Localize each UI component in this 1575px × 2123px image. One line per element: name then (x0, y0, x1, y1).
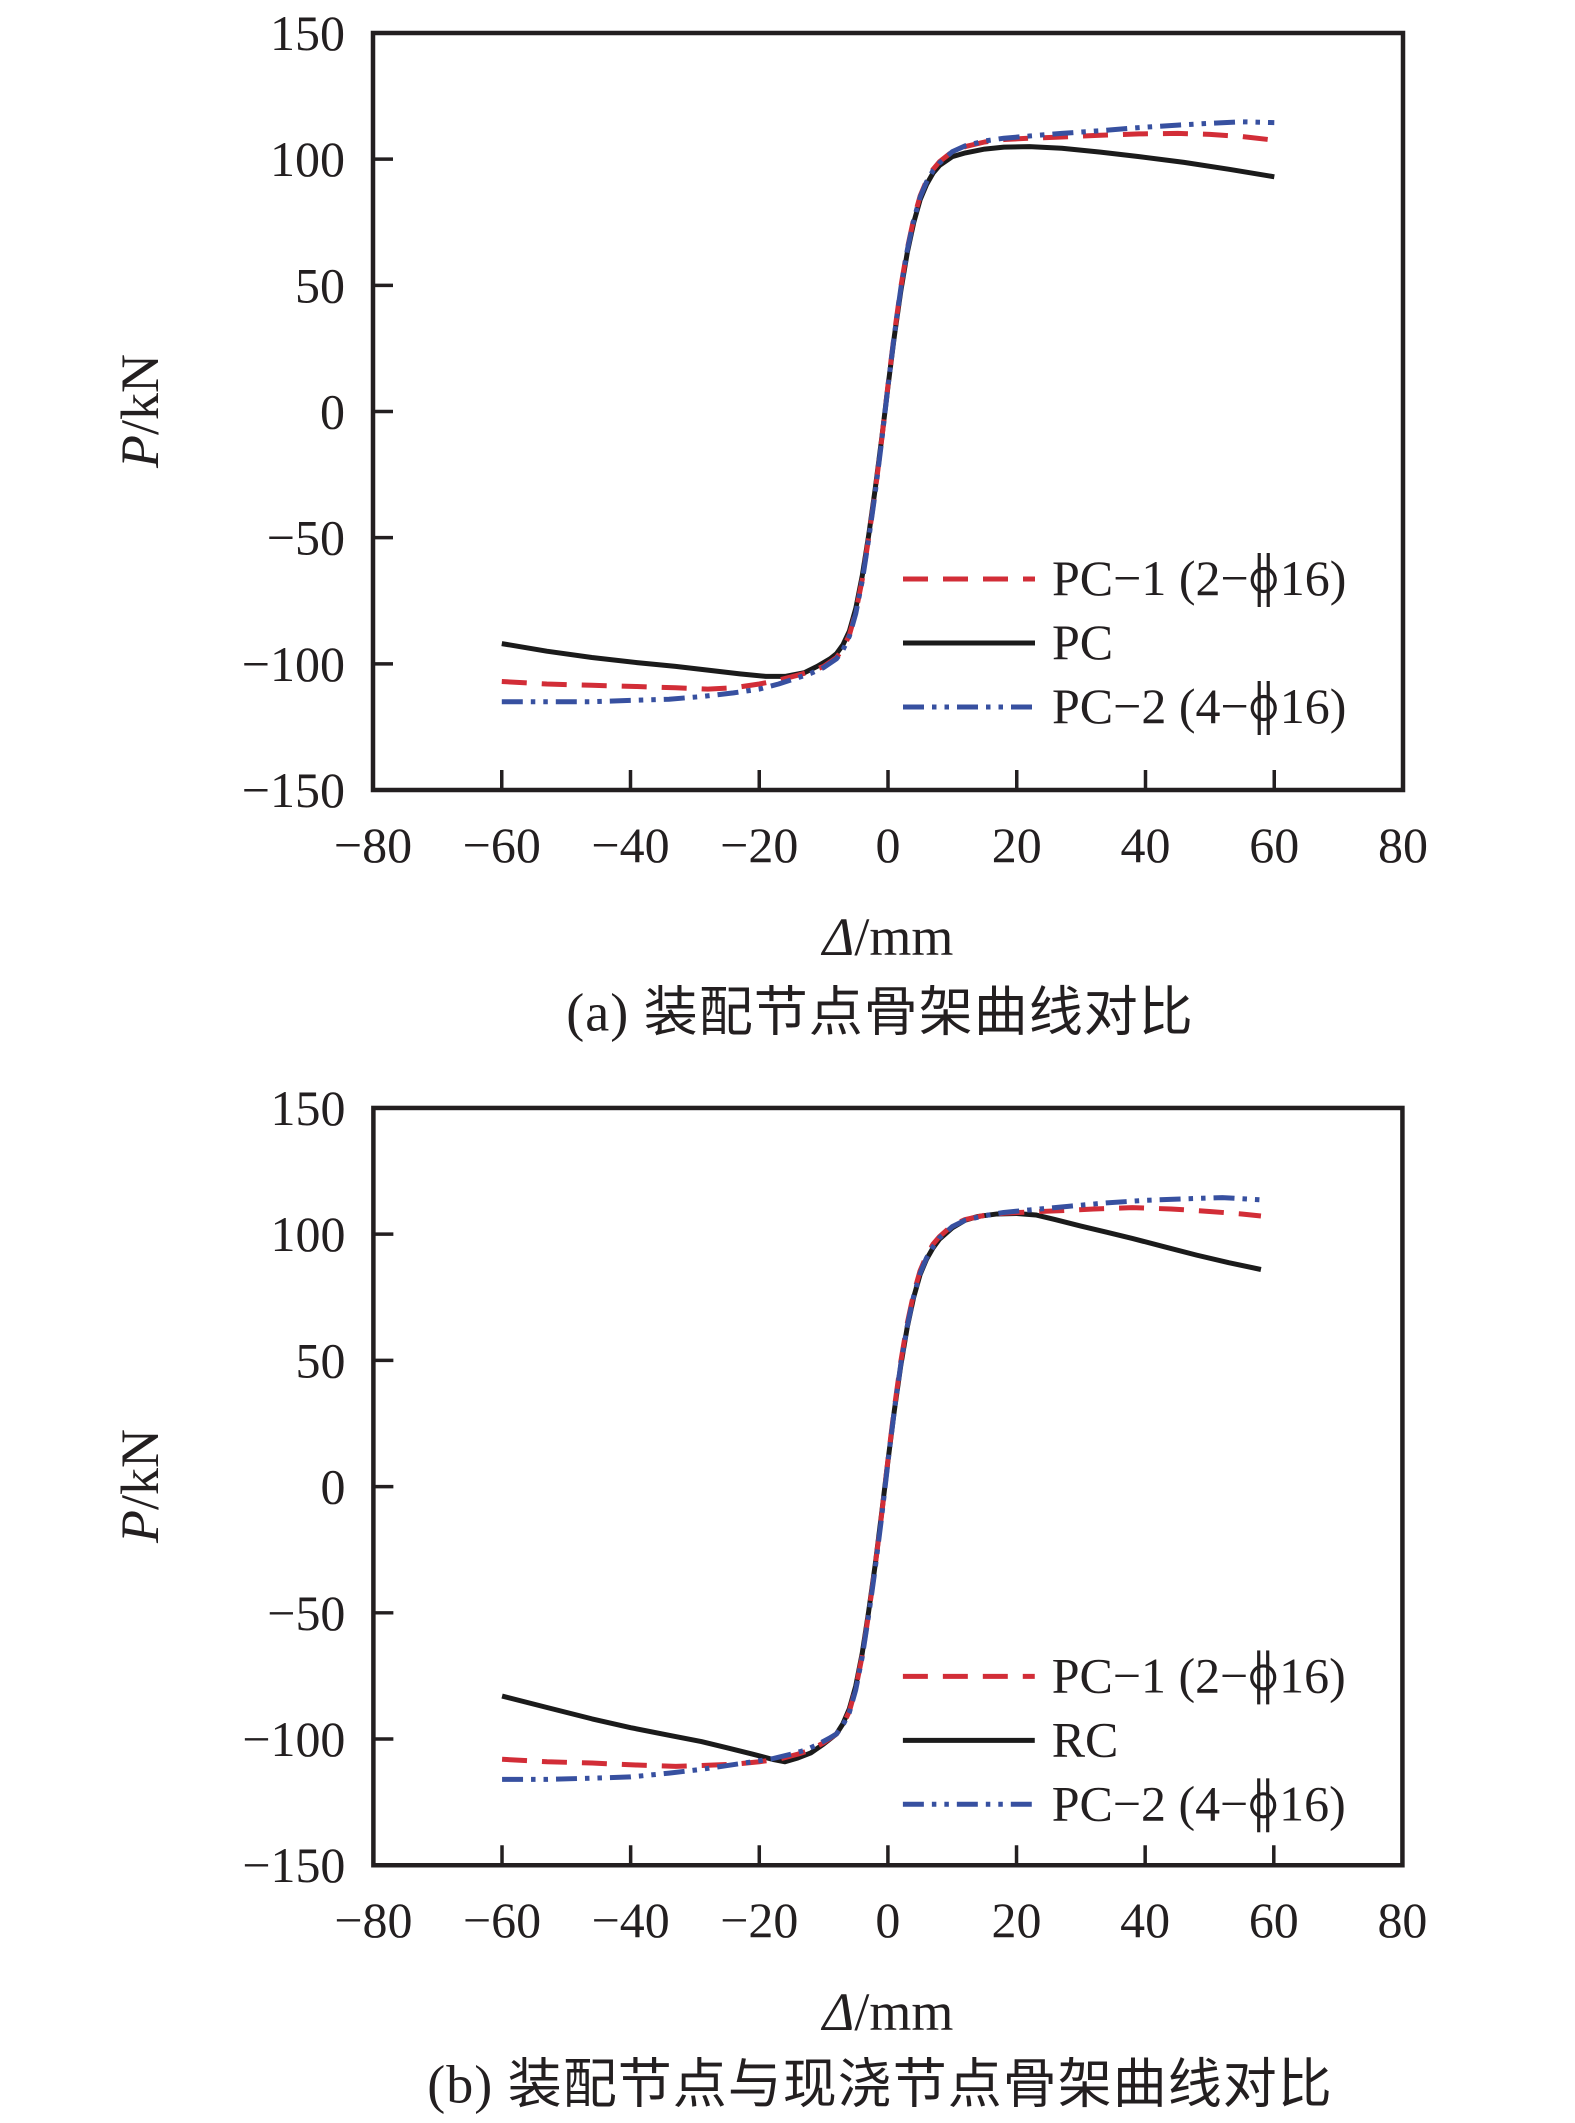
chart-a-x-axis-label: Δ/mm (823, 906, 954, 968)
y-tick-label: 150 (271, 1080, 346, 1136)
series-curve-pc-1 (501, 1205, 1262, 1769)
y-axis-label-symbol: P (110, 435, 170, 468)
series-curve-pc-1 (501, 130, 1275, 692)
chart-a-y-axis-label: P/kN (109, 354, 171, 468)
y-tick-label: 100 (270, 131, 345, 187)
chart-b: −150 −100 −50 0 50 100 150 −80 −60 −40 −20 0 20 40 60 8… (0, 1061, 1575, 2122)
x-tick-label: 60 (1249, 817, 1299, 873)
x-tick-label: −80 (334, 817, 412, 873)
x-tick-label: −60 (463, 1892, 541, 1948)
x-tick-label: 20 (992, 817, 1042, 873)
y-axis-label-unit: /kN (110, 1429, 170, 1510)
x-tick-label: 80 (1378, 817, 1428, 873)
y-tick-label: −100 (242, 1711, 345, 1767)
y-tick-label: −150 (242, 1837, 345, 1893)
rebar-diameter-symbol-icon (1250, 1778, 1277, 1833)
y-tick-label: 150 (270, 5, 345, 61)
y-tick-label: 50 (295, 257, 345, 313)
series-curve-pc-2 (502, 1195, 1262, 1782)
y-axis-label-unit: /kN (110, 354, 170, 435)
x-tick-label: 0 (875, 1892, 900, 1948)
legend-label-suffix: 16) (1279, 1775, 1346, 1831)
y-tick-label: −150 (242, 762, 345, 818)
legend-label-suffix: 16) (1280, 550, 1347, 606)
legend-label: PC−1 (2− (1052, 1647, 1248, 1703)
x-tick-label: 0 (876, 817, 901, 873)
rebar-diameter-symbol-icon (1250, 681, 1277, 735)
legend-label: RC (1052, 1711, 1119, 1767)
y-tick-label: −100 (242, 636, 345, 692)
legend-label: PC−2 (4− (1052, 1775, 1248, 1831)
x-tick-label: −80 (334, 1892, 412, 1948)
rebar-symbol-circle (1250, 1792, 1277, 1819)
legend-label-suffix: 16) (1279, 1647, 1346, 1703)
legend-label: PC−2 (4− (1052, 678, 1249, 734)
x-tick-label: −40 (592, 1892, 670, 1948)
y-tick-label: −50 (267, 510, 345, 566)
y-tick-label: 100 (271, 1206, 346, 1262)
chart-a-plot-canvas: −150 −100 −50 0 50 100 150 −80 −60 −40 −20 0 20 40 60 8… (242, 5, 1428, 873)
chart-b-y-axis-label: P/kN (109, 1429, 171, 1543)
y-tick-label: 0 (320, 1459, 345, 1515)
chart-a: −150 −100 −50 0 50 100 150 −80 −60 −40 −20 0 20 40 60 8… (0, 0, 1575, 1061)
x-axis-label-unit: /mm (854, 1982, 954, 2042)
chart-b-caption: (b) 装配节点与现浇节点骨架曲线对比 (427, 2054, 1333, 2115)
y-tick-label: −50 (267, 1585, 345, 1641)
y-axis-label-symbol: P (110, 1510, 170, 1543)
rebar-symbol-circle (1250, 566, 1277, 594)
y-tick-label: 0 (320, 384, 345, 440)
legend-label-suffix: 16) (1280, 678, 1347, 734)
rebar-diameter-symbol-icon (1250, 553, 1277, 607)
x-tick-label: 60 (1249, 1892, 1299, 1948)
legend-label: PC−1 (2− (1052, 550, 1249, 606)
chart-b-plot-canvas: −150 −100 −50 0 50 100 150 −80 −60 −40 −20 0 20 40 60 8… (242, 1080, 1427, 1948)
chart-b-x-axis-label: Δ/mm (823, 1981, 954, 2043)
x-tick-label: −20 (720, 817, 798, 873)
x-tick-label: 80 (1377, 1892, 1427, 1948)
rebar-symbol-circle (1250, 694, 1277, 722)
x-axis-label-unit: /mm (854, 907, 954, 967)
series-curve-pc-2 (501, 119, 1275, 705)
x-tick-label: −60 (463, 817, 541, 873)
x-axis-label-symbol: Δ (822, 1982, 855, 2042)
x-tick-label: −40 (591, 817, 669, 873)
rebar-diameter-symbol-icon (1250, 1650, 1277, 1705)
plot-frame (370, 30, 1406, 793)
y-tick-label: 50 (295, 1332, 345, 1388)
plot-frame (371, 1105, 1405, 1868)
x-axis-label-symbol: Δ (822, 907, 855, 967)
x-tick-label: 40 (1121, 817, 1171, 873)
rebar-symbol-circle (1250, 1664, 1277, 1691)
legend-label: PC (1052, 614, 1113, 670)
x-tick-label: −20 (720, 1892, 798, 1948)
x-tick-label: 20 (992, 1892, 1042, 1948)
chart-a-caption: (a) 装配节点骨架曲线对比 (566, 982, 1194, 1043)
x-tick-label: 40 (1120, 1892, 1170, 1948)
